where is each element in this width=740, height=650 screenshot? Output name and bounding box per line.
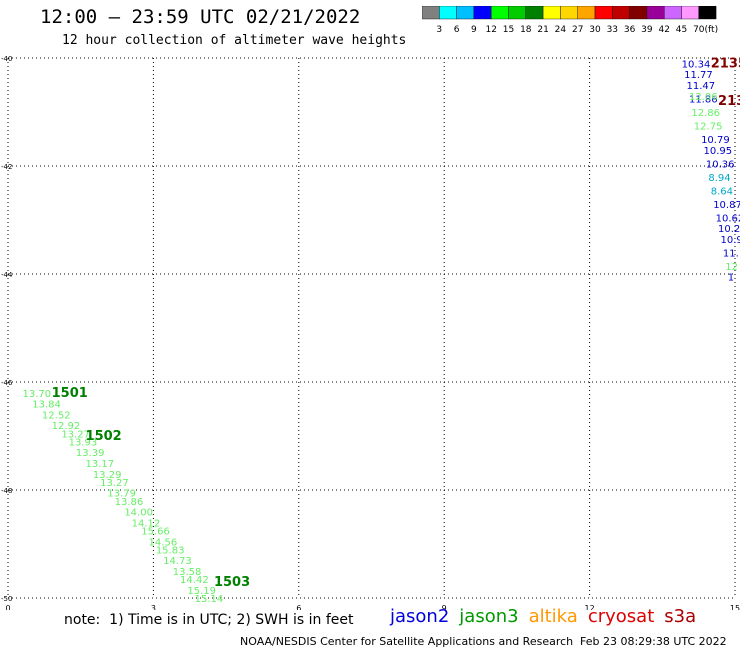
- colorbar-label: 12: [485, 25, 496, 35]
- wave-height-point: 12.75: [694, 122, 723, 133]
- colorbar-label: 27: [572, 25, 583, 35]
- colorbar-unit: (ft): [705, 25, 719, 35]
- y-tick-label: -44: [1, 271, 13, 279]
- page-title: 12:00 — 23:59 UTC 02/21/2022: [40, 6, 361, 28]
- satellite-legend-entry: altika: [528, 606, 578, 627]
- colorbar-label: 45: [676, 25, 687, 35]
- wave-height-point: 13.79: [107, 489, 136, 500]
- color-legend: 3 6 9 12 15 18 21 24 27 30 33 36 39 42 45 70 (ft): [422, 6, 719, 35]
- y-tick-label: -50: [1, 595, 12, 603]
- wave-height-point: 15.83: [156, 545, 185, 556]
- colorbar-label: 36: [624, 25, 636, 35]
- colorbar-label: 30: [589, 25, 601, 35]
- colorbar-label: 39: [641, 25, 653, 35]
- y-tick-label: -42: [1, 163, 12, 171]
- track-time-label: 213: [718, 94, 740, 109]
- wave-height-point: 13.84: [32, 400, 61, 411]
- wave-height-point: 10.87: [713, 200, 740, 211]
- wave-height-point: 12.92: [52, 421, 81, 432]
- satellite-legend-entry: s3a: [664, 606, 697, 627]
- colorbar-label: 3: [436, 25, 442, 35]
- wave-height-point: 12: [725, 262, 738, 273]
- y-tick-label: -48: [1, 487, 12, 495]
- footer-credit: NOAA/NESDIS Center for Satellite Applica…: [240, 635, 574, 648]
- satellite-legend: jason2 jason3 altika cryosat s3a: [390, 606, 706, 627]
- y-tick-label: -46: [1, 379, 13, 387]
- x-tick-label: 12: [585, 604, 595, 610]
- wave-height-point: 14.56: [149, 537, 178, 548]
- wave-height-point: 10.2: [718, 224, 740, 235]
- wave-height-point: 13.93: [69, 437, 98, 448]
- satellite-legend-entry: jason2: [390, 606, 450, 627]
- wave-height-point: 15.14: [195, 594, 224, 605]
- satellite-legend-entry: cryosat: [587, 606, 655, 627]
- colorbar-label: 33: [607, 25, 618, 35]
- colorbar-label: 42: [658, 25, 669, 35]
- wave-height-point: 14.12: [132, 518, 161, 529]
- wave-height-point: 13.58: [173, 567, 202, 578]
- colorbar-swatch: [698, 6, 717, 20]
- wave-height-point: 13.29: [93, 470, 122, 481]
- wave-height-point: 11.86: [689, 95, 718, 106]
- wave-height-point: 15.66: [141, 527, 170, 538]
- wave-height-point: 13.39: [76, 448, 105, 459]
- x-tick-label: 9: [442, 604, 447, 610]
- wave-height-point: 10.62: [716, 213, 740, 224]
- colorbar-label: 15: [503, 25, 514, 35]
- wave-height-point: 12.86: [691, 108, 720, 119]
- wave-height-point: 8.94: [708, 173, 730, 184]
- wave-height-point: 12.52: [42, 410, 71, 421]
- wave-height-point: 8.64: [711, 186, 733, 197]
- wave-height-point: 1: [728, 273, 734, 284]
- wave-height-point: 14.00: [124, 508, 153, 519]
- wave-height-point: 13.70: [23, 389, 52, 400]
- wave-height-point: 11.47: [687, 81, 716, 92]
- wave-height-point: 13.86: [115, 497, 144, 508]
- wave-height-point: 11.77: [684, 70, 713, 81]
- wave-height-point: 11.: [723, 248, 739, 259]
- track-time-label: 1502: [86, 429, 122, 444]
- wave-height-point: 15.19: [187, 586, 216, 597]
- colorbar-label: 18: [520, 25, 532, 35]
- wave-height-point: 10.9: [720, 235, 740, 246]
- colorbar-label: 6: [454, 25, 460, 35]
- wave-height-point: 10.34: [682, 59, 711, 70]
- track-time-label: 1501: [52, 386, 88, 401]
- wave-height-point: 10.79: [701, 135, 730, 146]
- wave-height-point: 13.27: [61, 429, 90, 440]
- x-tick-label: 6: [296, 604, 301, 610]
- x-tick-label: 0: [5, 604, 10, 610]
- colorbar-label: 21: [537, 25, 548, 35]
- y-tick-label: -40: [1, 55, 12, 63]
- wave-height-point: 14.73: [163, 556, 192, 567]
- wave-height-point: 10.36: [706, 159, 735, 170]
- colorbar-label: 70: [693, 25, 705, 35]
- chart-area: 0 3 6 9 12 15 -40 -42 -44 -46 -48 -50 13.7013.8412.5…: [1, 55, 740, 610]
- x-tick-label: 15: [730, 604, 740, 610]
- wave-height-point: 10.95: [703, 146, 732, 157]
- units-note: note: 1) Time is in UTC; 2) SWH is in fe…: [64, 612, 354, 628]
- footer-timestamp: Feb 23 08:29:38 UTC 2022: [580, 635, 727, 648]
- colorbar-label: 9: [471, 25, 477, 35]
- x-tick-label: 3: [151, 604, 156, 610]
- track-time-label: 2135: [711, 56, 740, 71]
- wave-height-point: 14.42: [180, 575, 209, 586]
- track-time-label: 1503: [214, 575, 250, 590]
- wave-height-point: 13.27: [100, 478, 129, 489]
- chart-subtitle: 12 hour collection of altimeter wave hei…: [62, 33, 407, 48]
- wave-height-point: 13.17: [86, 459, 115, 470]
- satellite-legend-entry: jason3: [459, 606, 519, 627]
- colorbar-label: 24: [555, 25, 567, 35]
- wave-height-point: 12.06: [689, 92, 718, 103]
